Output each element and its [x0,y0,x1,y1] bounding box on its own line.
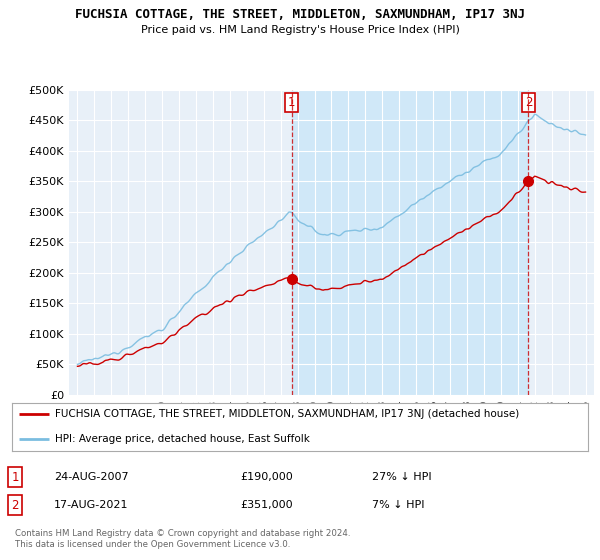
Text: £351,000: £351,000 [240,500,293,510]
Text: FUCHSIA COTTAGE, THE STREET, MIDDLETON, SAXMUNDHAM, IP17 3NJ: FUCHSIA COTTAGE, THE STREET, MIDDLETON, … [75,8,525,21]
Text: 2: 2 [11,498,19,512]
Text: Price paid vs. HM Land Registry's House Price Index (HPI): Price paid vs. HM Land Registry's House … [140,25,460,35]
Text: 2: 2 [525,96,532,109]
Text: 1: 1 [288,96,295,109]
Text: 1: 1 [11,470,19,484]
Text: HPI: Average price, detached house, East Suffolk: HPI: Average price, detached house, East… [55,434,310,444]
Text: 7% ↓ HPI: 7% ↓ HPI [372,500,425,510]
Bar [292,90,529,395]
Text: £190,000: £190,000 [240,472,293,482]
Text: Contains HM Land Registry data © Crown copyright and database right 2024.
This d: Contains HM Land Registry data © Crown c… [15,529,350,549]
Text: 17-AUG-2021: 17-AUG-2021 [54,500,128,510]
Text: 27% ↓ HPI: 27% ↓ HPI [372,472,431,482]
Text: FUCHSIA COTTAGE, THE STREET, MIDDLETON, SAXMUNDHAM, IP17 3NJ (detached house): FUCHSIA COTTAGE, THE STREET, MIDDLETON, … [55,409,520,419]
Text: 24-AUG-2007: 24-AUG-2007 [54,472,128,482]
